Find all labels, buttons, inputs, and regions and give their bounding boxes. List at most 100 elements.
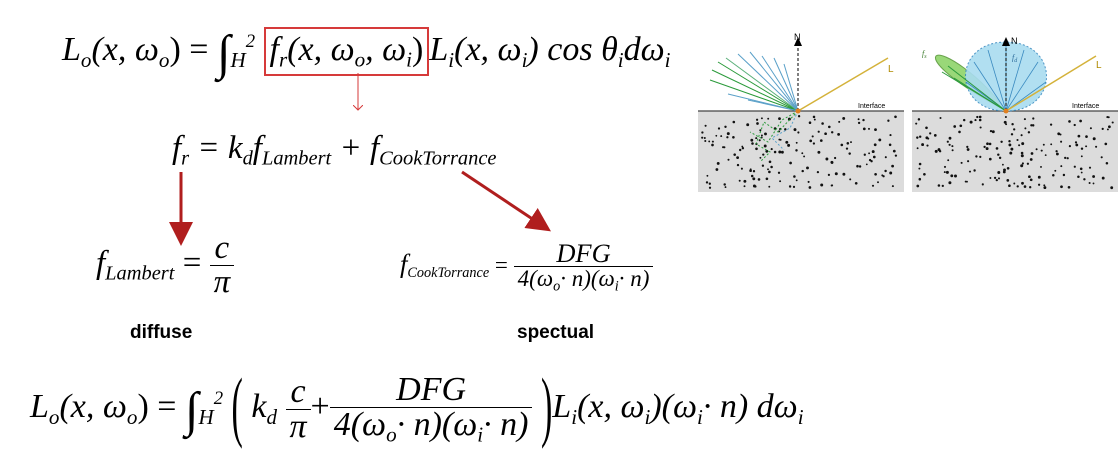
particle-dot (964, 180, 967, 183)
eq-top-lhs-sub: o (80, 47, 92, 72)
full-cook-num: DFG (329, 373, 533, 408)
particle-dot (1105, 162, 1109, 165)
particle-dot (948, 181, 952, 185)
particle-dot (1092, 182, 1095, 185)
particle-dot (778, 138, 781, 141)
particle-dot (878, 138, 882, 142)
eq-fr-f2-sub: CookTorrance (379, 147, 497, 170)
particle-dot (755, 137, 758, 140)
particle-dot (1013, 182, 1016, 185)
particle-dot (1101, 176, 1105, 180)
particle-dot (842, 116, 846, 120)
particle-dot (708, 140, 711, 143)
particle-dot (1052, 174, 1055, 177)
particle-dot (1008, 143, 1012, 147)
particle-dot (918, 167, 921, 170)
particle-dot (793, 128, 797, 132)
particle-dot (724, 186, 727, 189)
eq-cook-f-sub: CookTorrance (407, 264, 490, 281)
particle-dot (894, 115, 897, 119)
particle-dot (758, 139, 761, 142)
particle-dot (824, 132, 827, 136)
particle-dot (759, 129, 762, 132)
eq-full-int-sub: H (198, 404, 214, 429)
particle-dot (1002, 170, 1006, 174)
particle-dot (947, 159, 950, 162)
particle-dot (891, 164, 894, 168)
eq-top-lhs-args: (x, ω (91, 31, 159, 69)
particle-dot (812, 115, 816, 119)
particle-dot (916, 136, 919, 139)
particle-dot (1031, 124, 1035, 127)
eq-fr-f-sub: r (181, 147, 190, 170)
normal-label: N (794, 32, 801, 42)
particle-dot (1030, 124, 1033, 127)
particle-dot (825, 157, 829, 161)
cook-den-a: 4(ω (517, 266, 554, 292)
particle-dot (1080, 171, 1083, 174)
particle-dot (993, 176, 997, 180)
eq-top-theta-sub: i (617, 47, 624, 72)
particle-dot (948, 143, 951, 146)
lambert-denominator: π (213, 264, 231, 300)
hit-point-right (1003, 108, 1009, 114)
particle-dot (943, 171, 946, 174)
particle-dot (756, 122, 759, 125)
particle-dot (1043, 184, 1046, 187)
particle-dot (789, 161, 792, 165)
particle-dot (830, 160, 834, 164)
particle-dot (1080, 147, 1084, 150)
big-left-paren: ( (231, 365, 243, 451)
particle-dot (720, 135, 723, 138)
particle-dot (960, 161, 963, 164)
particle-dot (752, 170, 756, 173)
full-cook-den-a: 4(ω (333, 406, 387, 443)
particle-dot (1021, 162, 1024, 165)
particle-dot (807, 180, 810, 183)
particle-dot (806, 166, 809, 170)
light-label: L (888, 64, 894, 75)
cook-den-b: · n)(ω (560, 266, 615, 292)
integral-sign: ∫ (216, 25, 231, 80)
particle-dot (706, 174, 709, 177)
particle-dot (722, 146, 725, 149)
particle-dot (1083, 178, 1086, 181)
particle-dot (983, 145, 986, 149)
particle-dot (974, 119, 977, 122)
particle-dot (995, 147, 999, 150)
eq-cook-eq: = (494, 252, 508, 278)
particle-dot (773, 150, 777, 154)
particle-dot (962, 118, 966, 122)
particle-dot (891, 185, 894, 188)
particle-dot (857, 118, 860, 121)
normal-label-right: N (1011, 36, 1018, 46)
particle-dot (873, 143, 877, 147)
particle-dot (1021, 142, 1025, 146)
particle-dot (750, 138, 754, 142)
particle-dot (1037, 175, 1041, 179)
particle-dot (1077, 175, 1080, 179)
particle-dot (1006, 179, 1010, 182)
particle-dot (715, 134, 718, 137)
particle-dot (986, 142, 989, 146)
particle-dot (1085, 145, 1088, 148)
particle-dot (1003, 120, 1007, 124)
full-lambert-num: c (285, 374, 311, 410)
particle-dot (778, 117, 781, 120)
particle-dot (743, 179, 747, 183)
particle-dot (1104, 142, 1108, 146)
particle-dot (705, 181, 709, 184)
particle-dot (801, 169, 804, 173)
particle-dot (755, 118, 759, 121)
eq-top-box-f: f (269, 31, 279, 69)
particle-dot (820, 183, 824, 187)
eq-top-d-omega-sub: i (664, 47, 671, 72)
scattered-rays (709, 51, 799, 112)
particle-dot (978, 118, 982, 122)
particle-dot (821, 122, 824, 125)
big-right-paren: ) (540, 365, 553, 451)
eq-top-int-sub: H (230, 47, 246, 72)
full-cook-den: 4(ωo· n)(ωi· n) (330, 408, 533, 446)
brdf-highlight-box: fr(x, ωo, ωi) (263, 27, 430, 77)
